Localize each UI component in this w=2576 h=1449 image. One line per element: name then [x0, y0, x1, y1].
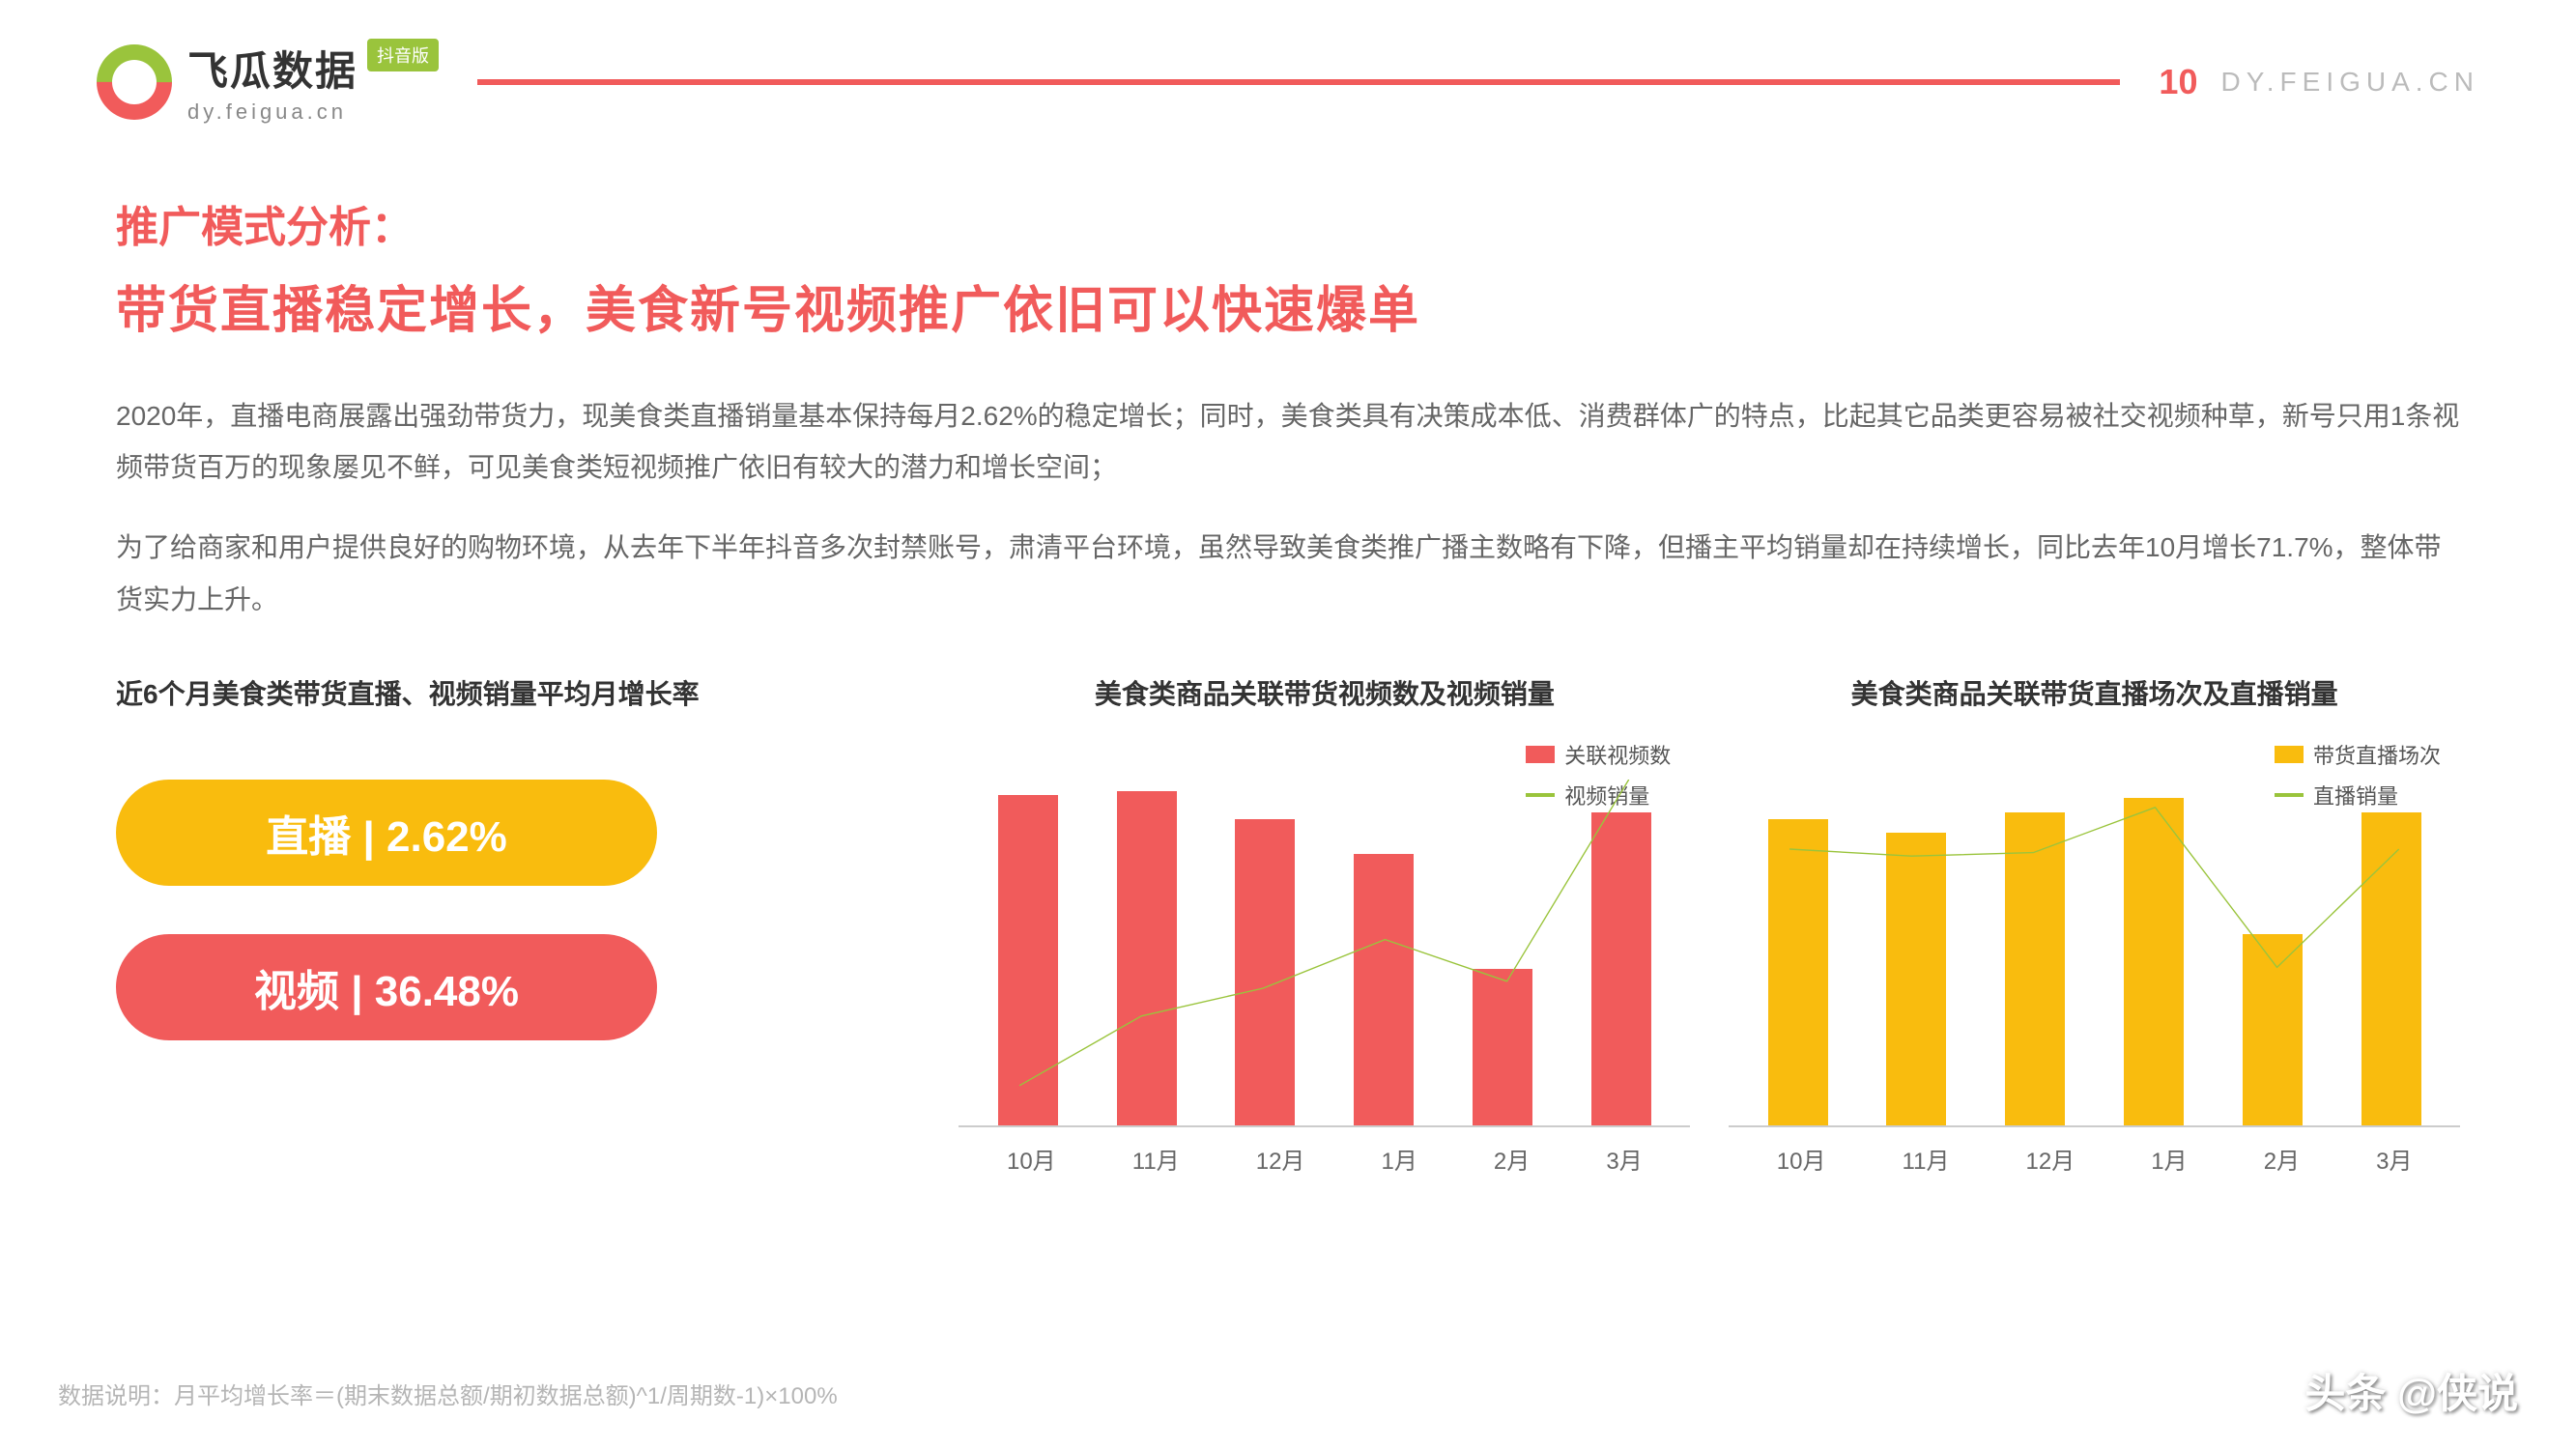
- title-line-2: 带货直播稳定增长，美食新号视频推广依旧可以快速爆单: [116, 270, 2460, 342]
- pill-group: 直播 | 2.62% 视频 | 36.48%: [116, 751, 920, 1040]
- x-axis-label: 11月: [1903, 1142, 1950, 1176]
- x-axis-label: 3月: [2376, 1142, 2412, 1176]
- x-axis-label: 11月: [1132, 1142, 1180, 1176]
- header-rule: [477, 79, 2120, 85]
- x-axis-label: 2月: [2264, 1142, 2300, 1176]
- legend-swatch-bar-icon: [2275, 746, 2304, 763]
- x-axis-label: 1月: [2151, 1142, 2187, 1176]
- x-axis-label: 10月: [1007, 1142, 1056, 1176]
- panel3-title: 美食类商品关联带货直播场次及直播销量: [1729, 673, 2460, 712]
- chart-live-xlabels: 10月 11月 12月 1月 2月 3月: [1729, 1142, 2460, 1176]
- chart-video: 关联视频数 视频销量 10月11月12月1月2月3月: [959, 751, 1690, 1176]
- legend-item-bar: 关联视频数: [1526, 739, 1671, 770]
- legend-item-bar: 带货直播场次: [2275, 739, 2441, 770]
- x-axis-label: 1月: [1382, 1142, 1417, 1176]
- site-url-label: DY.FEIGUA.CN: [2220, 67, 2479, 98]
- x-axis-label: 12月: [2026, 1142, 2075, 1176]
- pill-live: 直播 | 2.62%: [116, 780, 657, 886]
- panel-growth-rate: 近6个月美食类带货直播、视频销量平均月增长率 直播 | 2.62% 视频 | 3…: [116, 673, 920, 1040]
- content-area: 推广模式分析： 带货直播稳定增长，美食新号视频推广依旧可以快速爆单 2020年，…: [0, 154, 2576, 1176]
- brand-badge: 抖音版: [367, 39, 439, 71]
- byline-watermark: 头条 @侠说: [2304, 1361, 2518, 1420]
- x-axis-label: 12月: [1256, 1142, 1305, 1176]
- paragraph-2: 为了给商家和用户提供良好的购物环境，从去年下半年抖音多次封禁账号，肃清平台环境，…: [116, 522, 2460, 624]
- chart-video-line: [959, 780, 1690, 1127]
- legend-label-bar: 带货直播场次: [2313, 739, 2441, 770]
- footnote: 数据说明：月平均增长率＝(期末数据总额/期初数据总额)^1/周期数-1)×100…: [58, 1377, 838, 1410]
- header: 飞瓜数据 抖音版 dy.feigua.cn 10 DY.FEIGUA.CN: [0, 0, 2576, 154]
- panel-video-chart: 美食类商品关联带货视频数及视频销量 关联视频数 视频销量 10月11月12月1月…: [959, 673, 1690, 1176]
- pill-video: 视频 | 36.48%: [116, 934, 657, 1040]
- chart-live: 带货直播场次 直播销量 10月11月12月1月2月3月: [1729, 751, 2460, 1176]
- page-number: 10: [2159, 62, 2197, 102]
- paragraph-1: 2020年，直播电商展露出强劲带货力，现美食类直播销量基本保持每月2.62%的稳…: [116, 390, 2460, 493]
- charts-row: 近6个月美食类带货直播、视频销量平均月增长率 直播 | 2.62% 视频 | 3…: [116, 673, 2460, 1176]
- brand-logo: 飞瓜数据 抖音版 dy.feigua.cn: [97, 39, 439, 125]
- title-line-1: 推广模式分析：: [116, 192, 2460, 254]
- x-axis-label: 3月: [1606, 1142, 1642, 1176]
- panel1-title: 近6个月美食类带货直播、视频销量平均月增长率: [116, 673, 920, 712]
- panel2-title: 美食类商品关联带货视频数及视频销量: [959, 673, 1690, 712]
- brand-subtitle: dy.feigua.cn: [187, 99, 439, 125]
- chart-video-xlabels: 10月 11月 12月 1月 2月 3月: [959, 1142, 1690, 1176]
- x-axis-label: 10月: [1777, 1142, 1826, 1176]
- chart-live-line: [1729, 780, 2460, 1127]
- brand-text: 飞瓜数据 抖音版 dy.feigua.cn: [187, 39, 439, 125]
- legend-swatch-bar-icon: [1526, 746, 1555, 763]
- panel-live-chart: 美食类商品关联带货直播场次及直播销量 带货直播场次 直播销量 10月11月12月…: [1729, 673, 2460, 1176]
- feigua-logo-icon: [81, 28, 187, 134]
- legend-label-bar: 关联视频数: [1564, 739, 1671, 770]
- x-axis-label: 2月: [1494, 1142, 1530, 1176]
- brand-name: 飞瓜数据: [187, 39, 358, 98]
